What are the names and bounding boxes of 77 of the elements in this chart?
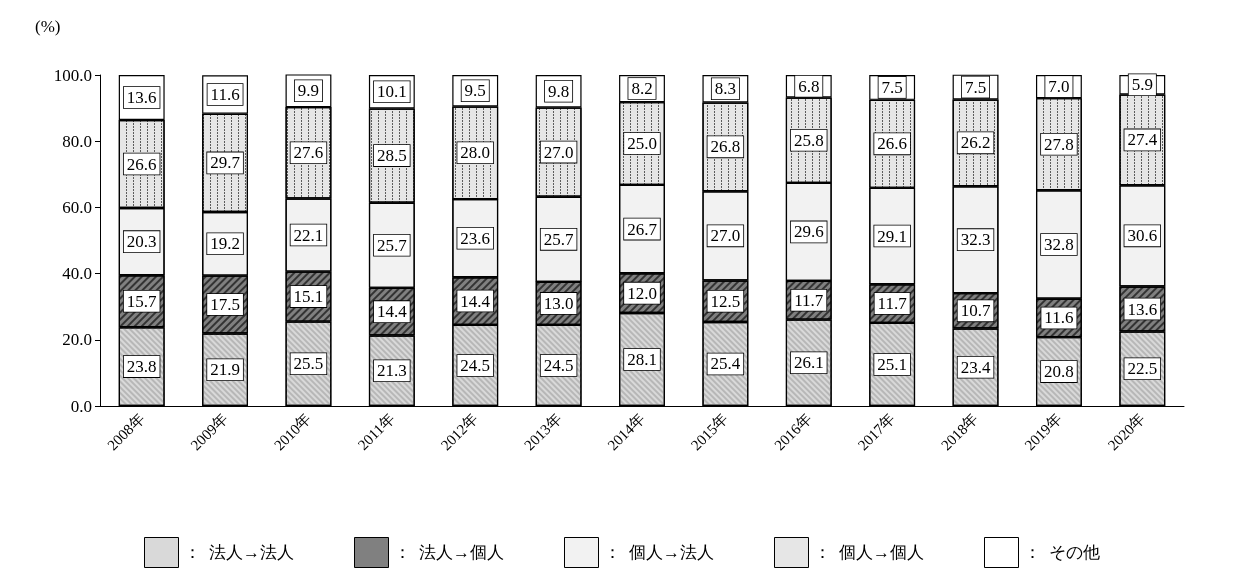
- y-tick-label: 40.0: [62, 264, 92, 284]
- data-label: 13.6: [1127, 299, 1158, 319]
- legend-label: ： 個人→個人: [813, 543, 924, 562]
- data-label: 26.6: [877, 134, 908, 154]
- data-label: 27.8: [1044, 134, 1074, 154]
- data-label: 22.1: [293, 225, 324, 245]
- data-label: 27.4: [1127, 130, 1158, 150]
- data-label: 29.6: [793, 222, 824, 242]
- data-label: 25.1: [877, 354, 908, 374]
- data-label: 24.5: [460, 355, 491, 375]
- data-label: 25.7: [376, 235, 408, 255]
- legend-label: ： 法人→個人: [393, 543, 504, 562]
- data-label: 28.1: [627, 349, 657, 369]
- data-label: 12.0: [627, 283, 657, 303]
- data-label: 9.9: [297, 81, 320, 101]
- data-label: 30.6: [1127, 226, 1158, 246]
- y-tick-label: 80.0: [62, 131, 92, 151]
- data-label: 11.6: [1044, 308, 1074, 328]
- y-tick-label: 0.0: [70, 396, 92, 416]
- data-label: 23.6: [460, 228, 491, 248]
- data-label: 13.6: [126, 88, 157, 108]
- y-tick-label: 20.0: [62, 330, 92, 350]
- data-label: 20.3: [126, 232, 157, 252]
- data-label: 9.8: [547, 81, 570, 101]
- data-label: 23.4: [960, 357, 991, 377]
- data-label: 14.4: [376, 302, 408, 322]
- data-label: 32.8: [1044, 234, 1074, 254]
- data-label: 8.2: [631, 79, 653, 99]
- data-label: 19.2: [210, 234, 240, 254]
- legend-label: ： 法人→法人: [183, 543, 294, 562]
- data-label: 11.7: [877, 294, 908, 314]
- data-label: 29.7: [210, 153, 241, 173]
- data-label: 23.8: [126, 357, 157, 377]
- data-label: 11.6: [210, 85, 240, 105]
- data-label: 22.5: [1127, 359, 1158, 379]
- data-label: 27.6: [293, 143, 324, 163]
- y-tick-label: 60.0: [62, 197, 92, 217]
- y-axis-title: (%): [35, 17, 61, 36]
- data-label: 29.1: [877, 226, 908, 246]
- data-label: 26.8: [710, 137, 741, 157]
- data-label: 25.4: [710, 354, 741, 374]
- legend-label: ： その他: [1023, 543, 1100, 562]
- data-label: 21.3: [376, 361, 407, 381]
- data-label: 28.5: [376, 146, 407, 166]
- data-label: 8.3: [714, 79, 737, 99]
- data-label: 26.6: [126, 154, 157, 174]
- data-label: 21.9: [210, 360, 240, 380]
- data-label: 13.0: [543, 293, 574, 313]
- data-label: 27.0: [710, 226, 741, 246]
- data-label: 9.5: [464, 81, 486, 101]
- data-label: 10.1: [376, 82, 407, 102]
- data-label: 17.5: [210, 295, 240, 315]
- data-label: 27.0: [543, 142, 574, 162]
- data-label: 25.8: [793, 130, 824, 150]
- data-label: 20.8: [1044, 362, 1074, 382]
- data-label: 26.7: [627, 219, 658, 239]
- data-label: 11.7: [794, 290, 824, 310]
- data-label: 26.1: [793, 353, 824, 373]
- data-label: 14.4: [460, 291, 491, 311]
- data-label: 6.8: [798, 76, 820, 96]
- data-label: 24.5: [543, 355, 574, 375]
- data-label: 7.5: [881, 77, 903, 97]
- data-label: 10.7: [960, 301, 991, 321]
- data-label: 15.7: [126, 291, 158, 311]
- y-tick-label: 100.0: [53, 65, 92, 85]
- data-label: 25.7: [543, 229, 574, 249]
- data-label: 5.9: [1131, 75, 1153, 95]
- data-label: 25.5: [293, 354, 324, 374]
- data-label: 28.0: [460, 143, 491, 163]
- legend-label: ： 個人→法人: [603, 543, 714, 562]
- data-label: 26.2: [960, 133, 991, 153]
- data-label: 12.5: [710, 291, 741, 311]
- data-label: 7.5: [964, 77, 987, 97]
- data-label: 15.1: [293, 287, 324, 307]
- data-label: 25.0: [627, 134, 657, 154]
- data-label: 32.3: [960, 230, 991, 250]
- data-label: 7.0: [1048, 77, 1070, 97]
